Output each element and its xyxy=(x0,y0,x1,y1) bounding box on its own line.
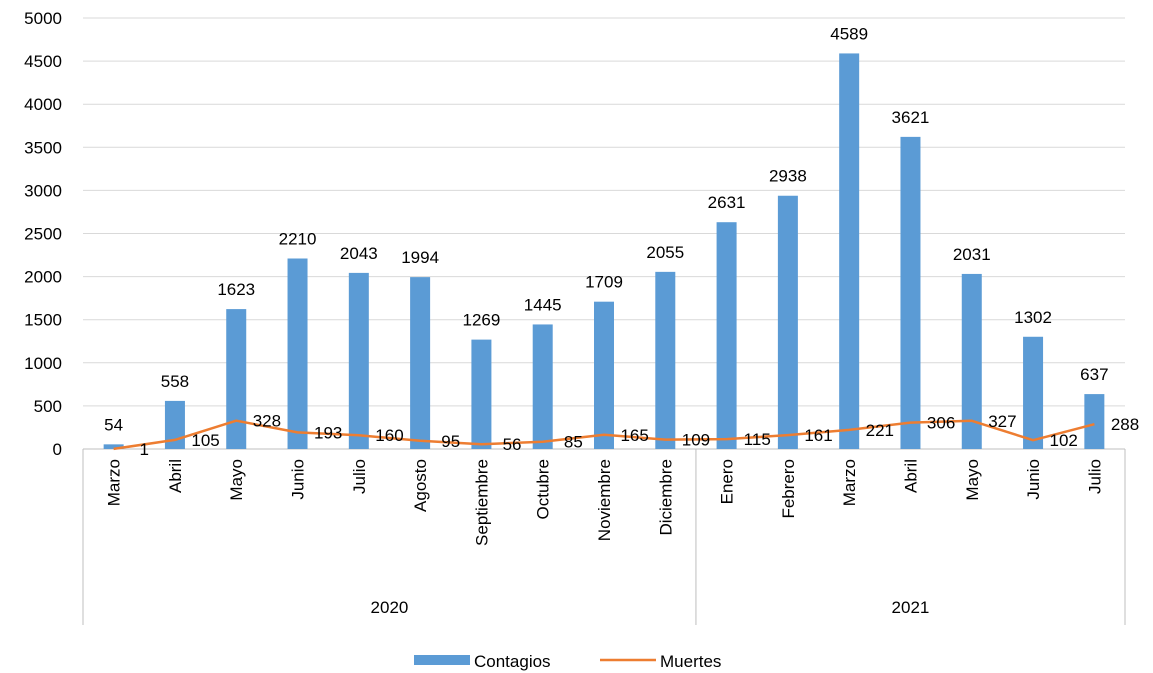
bar-contagios xyxy=(226,309,247,449)
bar-contagios xyxy=(1084,394,1105,449)
x-tick-label: Junio xyxy=(289,459,308,500)
x-tick-label: Julio xyxy=(350,459,369,494)
y-tick-label: 3000 xyxy=(24,181,62,200)
data-label-contagios: 1302 xyxy=(1014,308,1052,327)
data-label-contagios: 637 xyxy=(1080,365,1108,384)
x-tick-label: Abril xyxy=(166,459,185,493)
x-tick-label: Enero xyxy=(718,459,737,504)
x-tick-label: Febrero xyxy=(779,459,798,519)
x-tick-label: Abril xyxy=(901,459,920,493)
bar-contagios xyxy=(287,258,308,449)
x-tick-label: Agosto xyxy=(411,459,430,512)
bar-contagios xyxy=(348,272,369,449)
data-label-contagios: 2031 xyxy=(953,245,991,264)
data-label-muertes: 306 xyxy=(927,414,955,433)
bar-contagios xyxy=(839,53,860,450)
bar-contagios xyxy=(410,277,431,449)
data-label-contagios: 4589 xyxy=(830,24,868,43)
y-tick-label: 1500 xyxy=(24,311,62,330)
bar-contagios xyxy=(900,136,921,449)
x-tick-label: Noviembre xyxy=(595,459,614,541)
data-label-contagios: 558 xyxy=(161,372,189,391)
data-label-contagios: 1269 xyxy=(462,311,500,330)
data-label-contagios: 1623 xyxy=(217,280,255,299)
series-line-muertes xyxy=(113,419,1095,451)
data-label-muertes: 193 xyxy=(314,423,342,442)
data-label-muertes: 95 xyxy=(441,432,460,451)
data-label-contagios: 1445 xyxy=(524,295,562,314)
x-tick-label: Marzo xyxy=(840,459,859,506)
bar-contagios xyxy=(103,444,124,449)
x-tick-label: Octubre xyxy=(534,459,553,519)
bar-contagios xyxy=(1023,336,1044,449)
y-tick-label: 500 xyxy=(34,397,62,416)
data-label-muertes: 56 xyxy=(503,435,522,454)
legend-label-contagios: Contagios xyxy=(474,652,551,671)
data-label-muertes: 161 xyxy=(804,426,832,445)
x-tick-label: Junio xyxy=(1024,459,1043,500)
data-label-muertes: 1 xyxy=(140,440,149,459)
y-tick-label: 4500 xyxy=(24,52,62,71)
data-label-contagios: 1709 xyxy=(585,273,623,292)
data-labels: 54 558 1623 2210 2043 1994 1269 1445 1709 2055 263… xyxy=(104,24,1139,458)
x-tick-label: Julio xyxy=(1085,459,1104,494)
bar-contagios xyxy=(594,301,614,449)
x-tick-label: Septiembre xyxy=(472,459,491,546)
line-muertes xyxy=(113,419,1095,451)
legend-swatch-contagios xyxy=(414,655,470,665)
y-tick-label: 2500 xyxy=(24,225,62,244)
bar-contagios xyxy=(164,400,185,449)
bars-contagios xyxy=(103,53,1105,450)
y-tick-label: 3500 xyxy=(24,138,62,157)
data-label-contagios: 2043 xyxy=(340,244,378,263)
y-tick-label: 2000 xyxy=(24,268,62,287)
data-label-muertes: 160 xyxy=(375,426,403,445)
bar-contagios xyxy=(961,273,982,449)
data-label-contagios: 1994 xyxy=(401,248,439,267)
data-label-contagios: 2631 xyxy=(708,193,746,212)
data-label-contagios: 2210 xyxy=(279,229,317,248)
data-label-muertes: 85 xyxy=(564,433,583,452)
bar-contagios xyxy=(655,271,676,449)
x-tick-label: Mayo xyxy=(227,459,246,501)
bar-contagios xyxy=(471,339,492,449)
bar-contagios xyxy=(532,324,553,449)
year-label: 2020 xyxy=(371,598,409,617)
x-tick-label: Marzo xyxy=(105,459,124,506)
x-axis: 2020 2021 Marzo Abril Mayo Junio Julio Agosto Se… xyxy=(82,449,1126,625)
data-label-contagios: 3621 xyxy=(892,108,930,127)
data-label-contagios: 2938 xyxy=(769,167,807,186)
legend-label-muertes: Muertes xyxy=(660,652,721,671)
y-axis-ticks: 0 500 1000 1500 2000 2500 3000 3500 4000 4500 5000 xyxy=(24,9,62,459)
data-label-contagios: 54 xyxy=(104,415,123,434)
legend: Contagios Muertes xyxy=(414,652,721,671)
y-tick-label: 1000 xyxy=(24,354,62,373)
y-tick-label: 5000 xyxy=(24,9,62,28)
data-label-muertes: 165 xyxy=(620,426,648,445)
data-label-muertes: 109 xyxy=(682,431,710,450)
y-tick-label: 0 xyxy=(53,440,62,459)
data-label-muertes: 288 xyxy=(1111,415,1139,434)
data-label-muertes: 102 xyxy=(1050,431,1078,450)
year-label: 2021 xyxy=(892,598,930,617)
data-label-muertes: 115 xyxy=(744,430,771,449)
x-tick-label: Mayo xyxy=(963,459,982,501)
x-tick-label: Diciembre xyxy=(656,459,675,536)
y-tick-label: 4000 xyxy=(24,95,62,114)
bar-contagios xyxy=(716,222,737,449)
gridlines xyxy=(83,17,1125,450)
bar-contagios xyxy=(777,195,798,449)
data-label-muertes: 327 xyxy=(988,412,1016,431)
data-label-contagios: 2055 xyxy=(646,243,684,262)
data-label-muertes: 328 xyxy=(253,412,281,431)
data-label-muertes: 221 xyxy=(866,421,894,440)
data-label-muertes: 105 xyxy=(191,431,219,450)
